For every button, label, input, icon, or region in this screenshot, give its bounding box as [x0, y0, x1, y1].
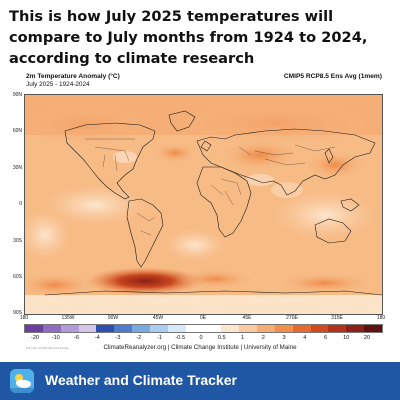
- lat-label-30n: 30N: [12, 165, 22, 171]
- colorbar-tick-label: -4: [94, 335, 100, 341]
- colorbar-swatch: [292, 325, 311, 332]
- colorbar-tick-label: -3: [115, 335, 121, 341]
- lon-label-135w: 135W: [61, 315, 75, 321]
- map-panel: 2m Temperature Anomaly (°C) July 2025 - …: [0, 68, 400, 358]
- lat-label-90s: 90S: [13, 310, 22, 316]
- colorbar-tick-label: -10: [51, 335, 60, 341]
- colorbar-tick-label: 20: [363, 335, 371, 341]
- colorbar-swatch: [274, 325, 293, 332]
- lon-label-180w: 180: [19, 315, 29, 321]
- colorbar-tick-label: -0.5: [175, 335, 186, 341]
- colorbar-swatch: [364, 325, 382, 332]
- colorbar-tick-label: 10: [343, 335, 350, 341]
- colorbar-swatch: [96, 325, 115, 332]
- colorbar-tick-label: -1: [157, 335, 162, 341]
- lon-label-45e: 45E: [242, 315, 252, 321]
- lon-label-90w: 90W: [107, 315, 119, 321]
- model-label: CMIP5 RCP8.5 Ens Avg (1mem): [283, 73, 382, 80]
- colorbar-swatch: [149, 325, 168, 332]
- map-subtitle: July 2025 - 1924-2024: [26, 81, 90, 88]
- lat-label-equator: 0: [19, 201, 22, 207]
- colorbar-swatch: [25, 325, 43, 332]
- lon-label-180e: 180: [376, 315, 386, 321]
- colorbar-tick-label: 1: [240, 335, 245, 341]
- colorbar-swatch: [239, 325, 257, 332]
- lat-label-30s: 30S: [13, 238, 22, 244]
- colorbar-tick-label: -2: [136, 335, 142, 341]
- colorbar-swatch: [132, 325, 150, 332]
- lat-label-90n: 90N: [12, 92, 22, 98]
- colorbar-swatch: [60, 325, 79, 332]
- colorbar-tick-label: 4: [303, 335, 307, 341]
- colorbar-swatch: [42, 325, 61, 332]
- colorbar-tick-label: 3: [282, 335, 286, 341]
- colorbar-swatch: [310, 325, 329, 332]
- app-name: Weather and Climate Tracker: [45, 372, 237, 388]
- colorbar-swatch: [78, 325, 97, 332]
- lat-label-60s: 60S: [13, 274, 22, 280]
- license-stamp: For Use: CC-BY-SA 4.0 License: [26, 346, 69, 350]
- colorbar-swatch: [114, 325, 133, 332]
- colorbar-swatch: [167, 325, 186, 332]
- colorbar-swatch: [203, 325, 222, 332]
- temperature-anomaly-map: [24, 94, 383, 315]
- colorbar: [24, 324, 383, 333]
- lon-label-45w: 45W: [152, 315, 164, 321]
- app-footer: Weather and Climate Tracker: [0, 362, 400, 400]
- weather-app-icon: [10, 369, 34, 393]
- credit-line: ClimateReanalyzer.org | Climate Change I…: [103, 344, 297, 351]
- headline: This is how July 2025 temperatures will …: [9, 8, 368, 67]
- colorbar-tick-label: -6: [74, 335, 79, 341]
- lat-label-60n: 60N: [12, 128, 22, 134]
- map-title: 2m Temperature Anomaly (°C): [26, 73, 120, 80]
- colorbar-swatch: [221, 325, 240, 332]
- colorbar-swatch: [346, 325, 365, 332]
- colorbar-tick-label: 6: [323, 335, 328, 341]
- colorbar-tick-label: 2: [261, 335, 265, 341]
- lon-label-0e: 0E: [199, 315, 207, 321]
- colorbar-swatch: [328, 325, 347, 332]
- colorbar-tick-label: 0: [199, 335, 203, 341]
- lon-label-315e: 315E: [331, 315, 343, 321]
- lon-label-270e: 270E: [286, 315, 298, 321]
- colorbar-tick-label: 0.5: [217, 335, 226, 341]
- colorbar-swatch: [185, 325, 204, 332]
- colorbar-tick-label: -20: [30, 335, 40, 341]
- colorbar-swatch: [256, 325, 275, 332]
